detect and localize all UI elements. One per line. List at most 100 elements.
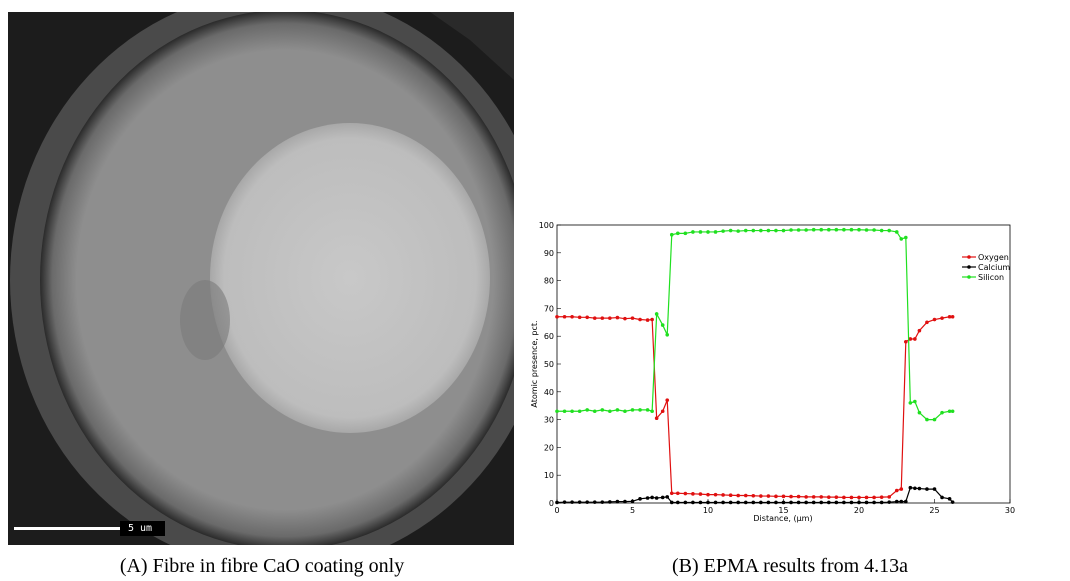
point (713, 230, 718, 234)
point (728, 493, 733, 498)
point (577, 409, 582, 414)
point (766, 228, 771, 233)
point (932, 317, 937, 322)
point (899, 487, 904, 491)
point (562, 500, 567, 504)
point (691, 492, 695, 496)
y-tick-label: 90 (544, 249, 554, 258)
point (630, 316, 635, 320)
legend-marker (967, 265, 971, 269)
point (872, 495, 876, 500)
point (804, 500, 808, 505)
point (736, 500, 740, 505)
scale-label: 5 um (128, 523, 152, 534)
point (887, 495, 891, 499)
point (638, 317, 642, 322)
point (940, 316, 944, 320)
point (669, 500, 674, 505)
point (577, 500, 582, 504)
point (932, 417, 937, 422)
point (676, 231, 680, 236)
point (766, 500, 771, 505)
point (917, 328, 922, 333)
point (706, 230, 710, 234)
point (570, 409, 574, 414)
point (585, 500, 589, 504)
plot-frame (556, 224, 1011, 504)
point (819, 500, 824, 505)
point (894, 488, 899, 493)
point (736, 493, 740, 498)
x-tick-label: 15 (778, 506, 788, 515)
point (691, 230, 695, 234)
point (706, 492, 710, 497)
point (925, 320, 929, 325)
point (555, 409, 559, 414)
point (570, 500, 574, 504)
y-tick-label: 70 (544, 304, 554, 313)
point (796, 228, 801, 232)
point (665, 333, 670, 337)
point (849, 495, 854, 500)
point (940, 495, 944, 500)
point (827, 495, 831, 499)
point (904, 499, 908, 504)
point (925, 417, 929, 422)
point (691, 500, 695, 505)
point (857, 227, 861, 232)
point (608, 316, 612, 320)
x-axis-label: Distance, (μm) (753, 514, 812, 523)
point (766, 494, 771, 498)
point (600, 500, 605, 504)
point (623, 499, 627, 504)
point (774, 494, 778, 499)
point (638, 497, 642, 501)
series-line (556, 487, 954, 504)
point (615, 408, 620, 412)
point (864, 228, 869, 232)
point (585, 315, 589, 320)
point (917, 410, 922, 415)
point (615, 499, 620, 504)
point (698, 492, 703, 496)
point (774, 228, 778, 233)
point (645, 496, 650, 500)
point (857, 500, 861, 505)
point (721, 500, 725, 505)
point (721, 229, 725, 233)
point (908, 337, 913, 341)
point (585, 408, 589, 412)
point (819, 227, 824, 232)
point (781, 228, 786, 233)
y-tick-label: 10 (544, 471, 554, 480)
point (899, 237, 904, 241)
point (721, 493, 725, 497)
point (849, 500, 854, 505)
point (676, 500, 680, 505)
point (555, 500, 559, 505)
point (789, 494, 793, 499)
point (615, 315, 620, 320)
point (899, 499, 904, 504)
point (781, 500, 786, 505)
y-tick-label: 0 (549, 499, 554, 508)
point (947, 314, 952, 319)
point (842, 495, 846, 500)
point (650, 495, 654, 500)
point (751, 500, 756, 505)
point (654, 312, 659, 316)
x-tick-label: 30 (1005, 506, 1015, 515)
point (864, 495, 869, 500)
point (913, 337, 917, 341)
x-tick-label: 20 (854, 506, 864, 515)
series-line (557, 229, 953, 421)
point (683, 491, 688, 496)
point (743, 493, 748, 498)
point (650, 317, 654, 322)
point (665, 495, 670, 499)
point (713, 492, 718, 497)
point (577, 315, 582, 320)
point (736, 229, 740, 233)
x-tick-label: 10 (703, 506, 713, 515)
point (842, 227, 846, 232)
